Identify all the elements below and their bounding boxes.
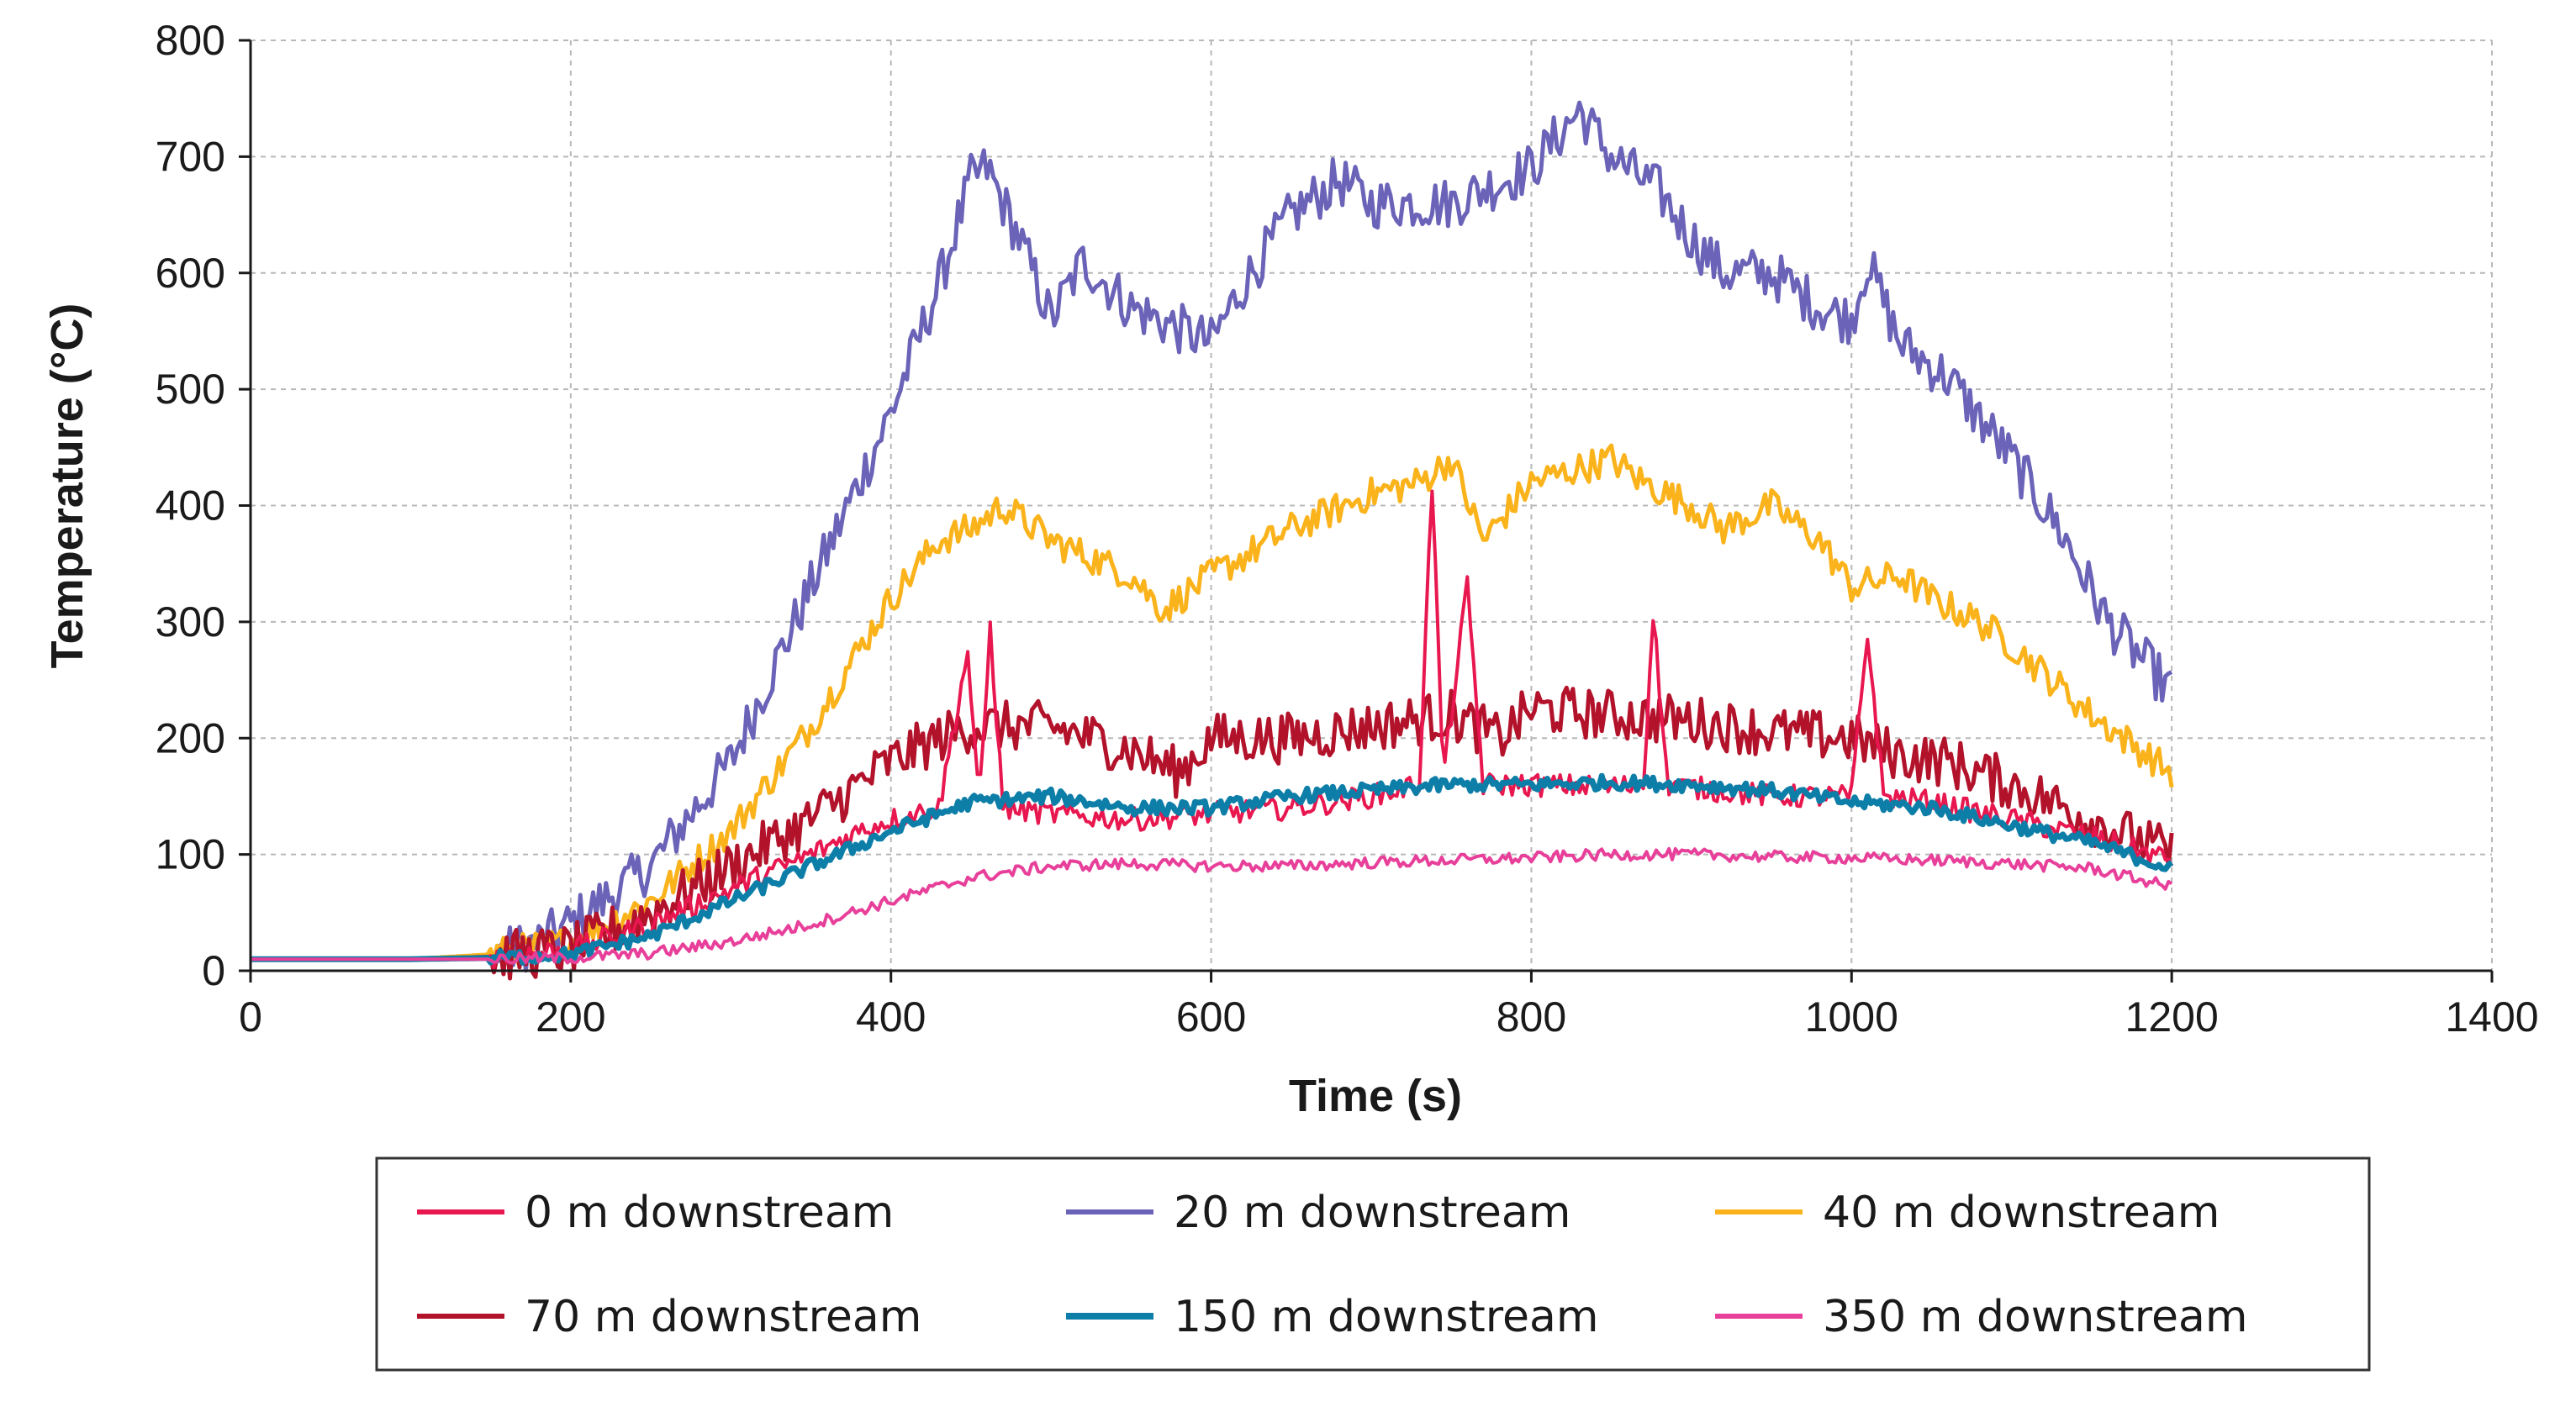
legend-label: 70 m downstream [525,1292,921,1342]
y-tick-label: 100 [156,831,225,878]
series-line [251,685,2174,981]
series-line [251,100,2173,973]
legend-label: 40 m downstream [1823,1188,2220,1238]
y-axis-title: Temperature (°C) [42,303,92,669]
axes [239,39,2494,983]
legend-label: 350 m downstream [1823,1292,2248,1342]
legend-box [375,1156,2371,1372]
y-tick-label: 500 [156,366,225,413]
legend-label: 20 m downstream [1174,1188,1570,1238]
legend: 0 m downstream 20 m downstream 40 m downst… [417,1188,2248,1342]
x-axis-title: Time (s) [1289,1071,1462,1121]
legend-label: 150 m downstream [1174,1292,1599,1342]
x-tick-label: 400 [856,993,926,1041]
y-tick-label: 700 [156,133,225,180]
y-tick-label: 600 [156,250,225,297]
y-tick-label: 400 [156,482,225,530]
tick-labels: 0 200 400 600 800 1000 1200 1400 0 100 200 300 400 50… [156,17,2539,1041]
x-tick-label: 1000 [1805,993,1898,1041]
x-tick-label: 0 [239,993,262,1041]
x-tick-label: 600 [1176,993,1246,1041]
y-tick-label: 300 [156,598,225,645]
x-tick-label: 1200 [2125,993,2219,1041]
series-line [251,772,2174,966]
y-tick-label: 0 [202,947,225,994]
x-tick-label: 1400 [2445,993,2538,1041]
x-tick-label: 200 [536,993,605,1041]
y-tick-label: 200 [156,714,225,761]
series-line [251,443,2174,967]
legend-label: 0 m downstream [525,1188,894,1238]
series-lines [251,100,2174,981]
x-tick-label: 800 [1497,993,1566,1041]
y-tick-label: 800 [156,17,225,64]
series-line [251,846,2173,965]
